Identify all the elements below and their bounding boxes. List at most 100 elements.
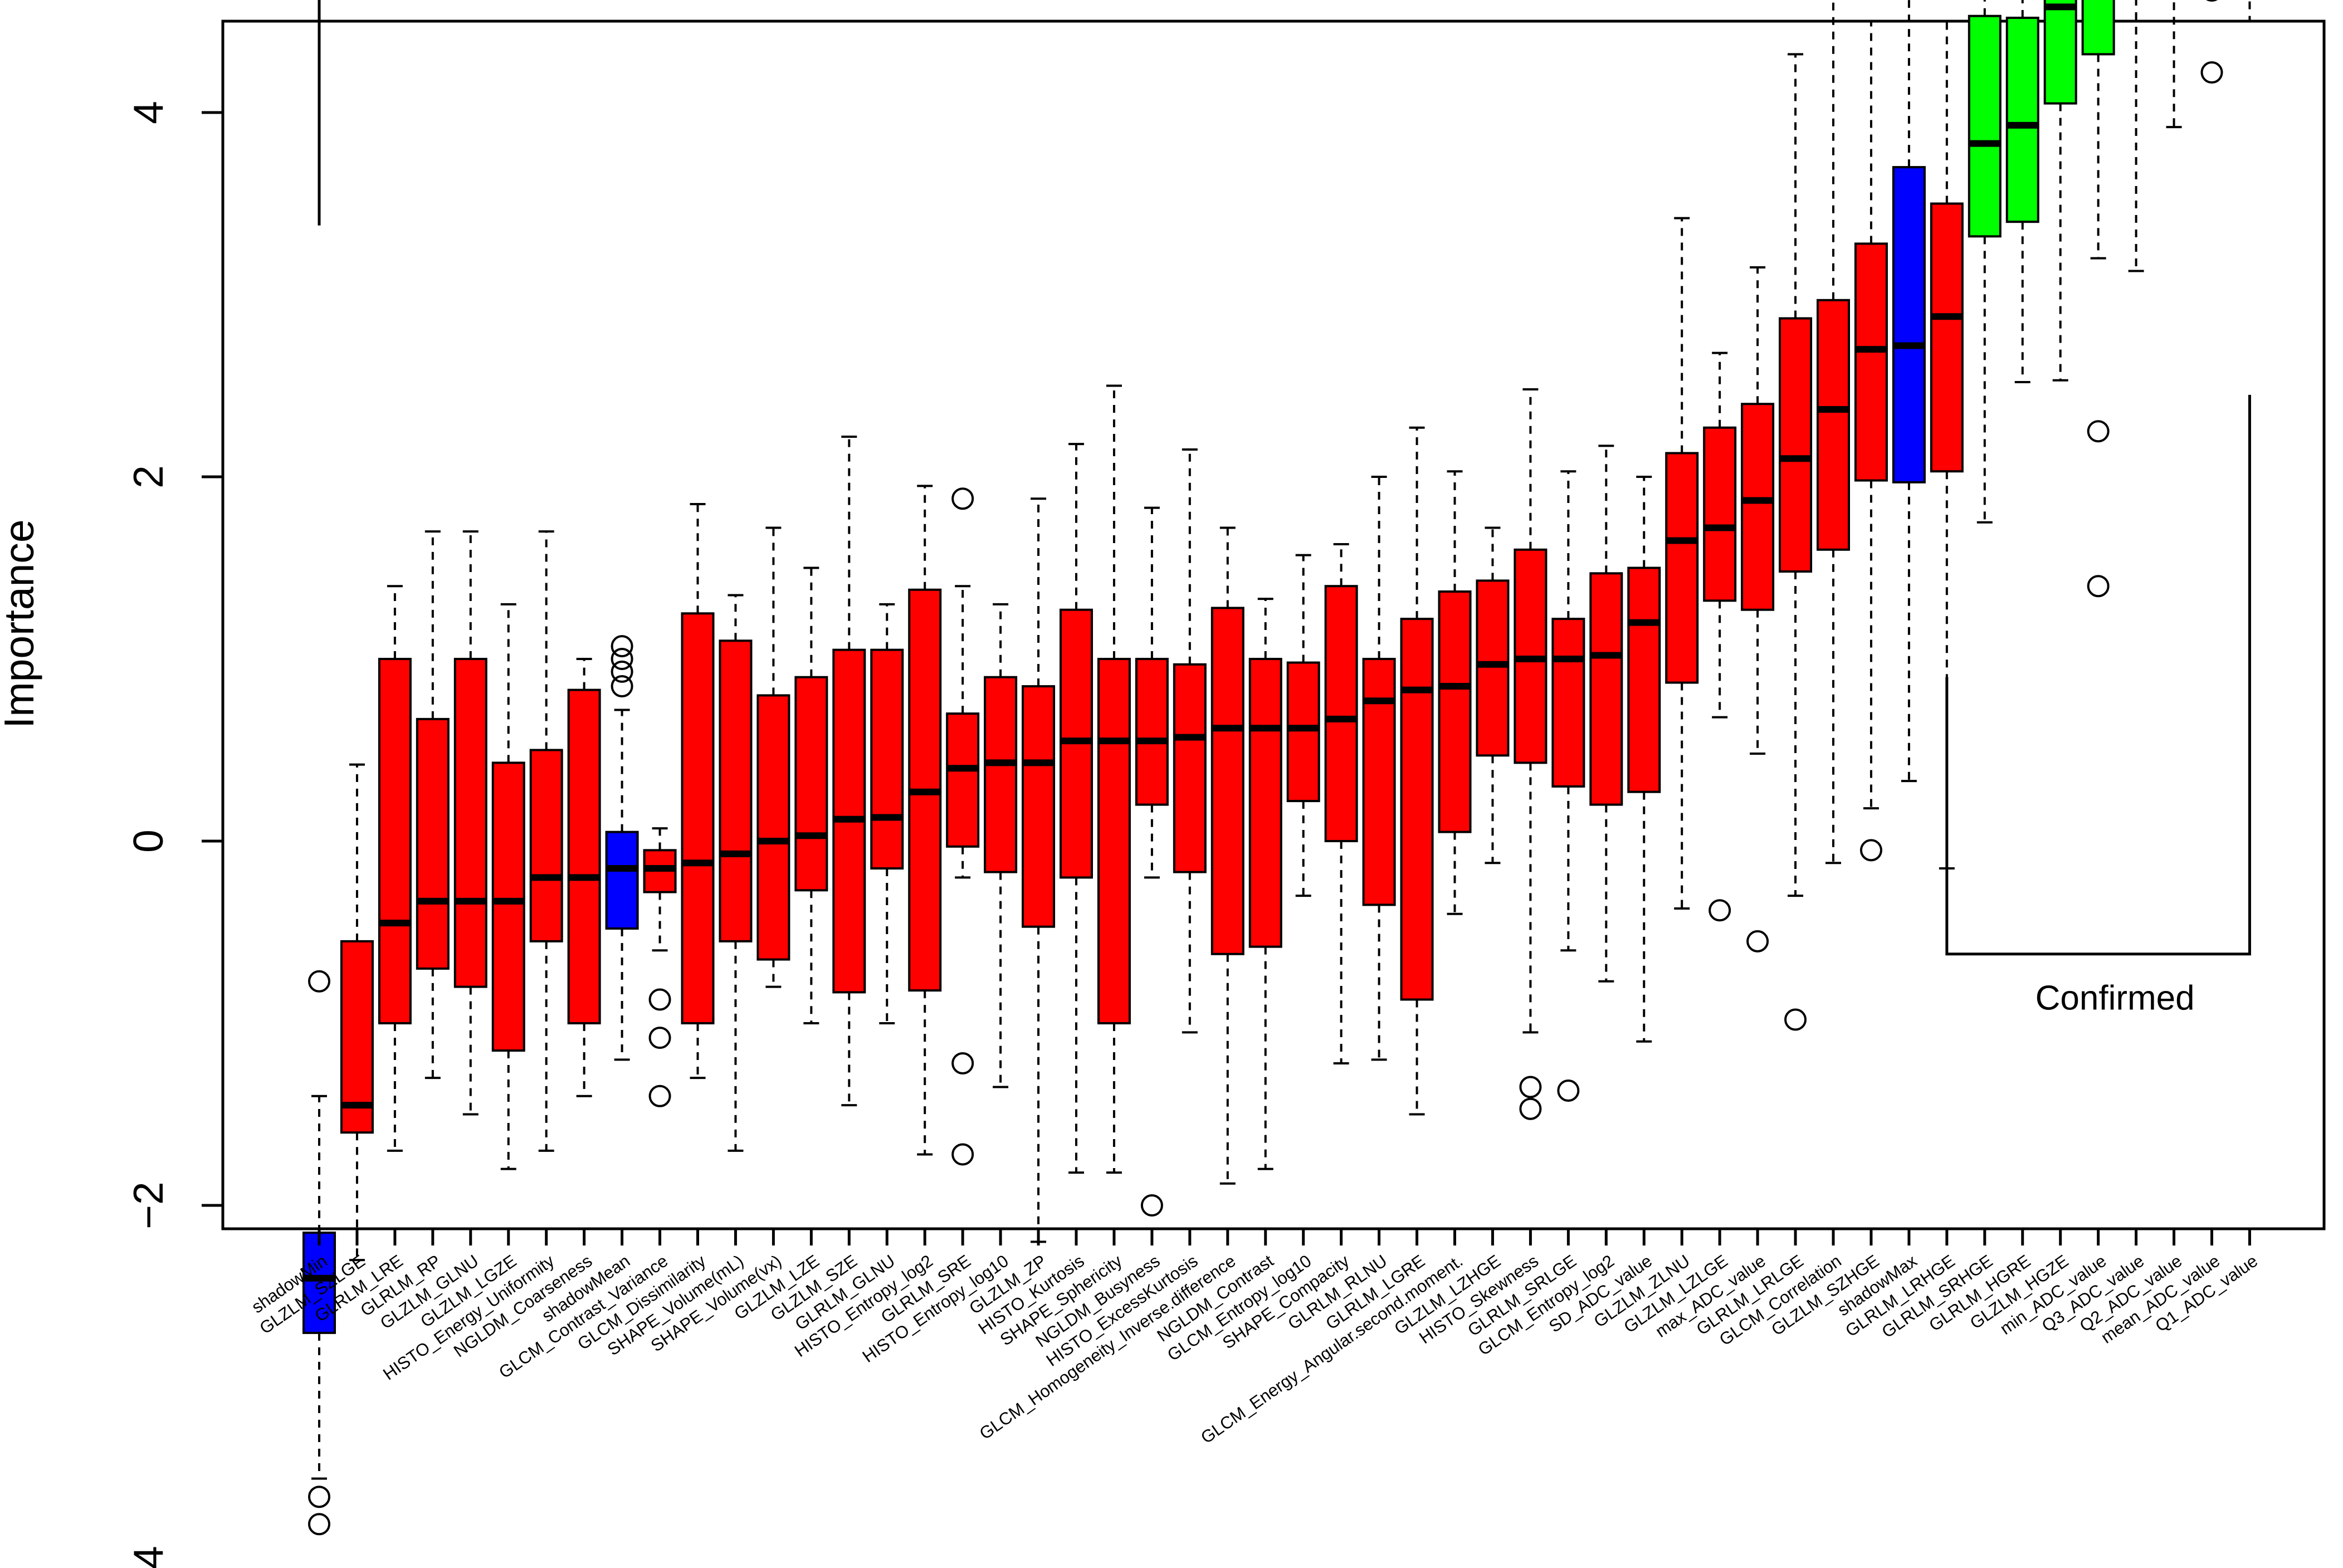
- box-body: [340, 940, 374, 1134]
- box-body: [2081, 0, 2115, 56]
- box-shadow: [302, 970, 336, 1536]
- box-rejected: [1210, 526, 1244, 1185]
- box-body: [870, 648, 904, 870]
- box-rejected: [832, 436, 866, 1107]
- box-rejected: [529, 530, 563, 1152]
- outlier-point: [951, 1143, 974, 1166]
- box-body: [1324, 585, 1358, 842]
- confirmed-label: Confirmed: [2036, 979, 2195, 1018]
- outlier-point: [1746, 930, 1769, 952]
- box-body: [1779, 317, 1813, 573]
- box-rejected: [1627, 476, 1661, 1043]
- box-body: [1589, 572, 1623, 806]
- box-body: [1210, 607, 1244, 955]
- outlier-point: [308, 970, 330, 993]
- box-body: [1286, 661, 1320, 803]
- box-rejected: [1930, 20, 1964, 870]
- box-body: [1968, 14, 2002, 238]
- box-body: [1551, 618, 1585, 788]
- box-body: [529, 749, 563, 942]
- box-body: [1362, 658, 1396, 906]
- box-rejected: [491, 603, 525, 1170]
- box-rejected: [794, 566, 828, 1024]
- box-body: [719, 639, 753, 942]
- box-body: [1930, 202, 1964, 473]
- outlier-point: [1709, 899, 1731, 922]
- box-body: [2005, 16, 2039, 223]
- box-body: [416, 717, 450, 970]
- box-rejected: [378, 585, 412, 1152]
- box-rejected: [870, 603, 904, 1024]
- y-axis: −4−202468: [125, 101, 224, 1568]
- box-rejected: [567, 658, 601, 1097]
- outlier-point: [951, 487, 974, 510]
- box-confirmed: [2043, 0, 2077, 382]
- box-body: [378, 658, 412, 1024]
- box-rejected: [1703, 351, 1737, 922]
- box-rejected: [1438, 470, 1472, 915]
- box-body: [1741, 403, 1775, 611]
- box-body: [1476, 579, 1510, 757]
- box-body: [1854, 242, 1888, 482]
- box-rejected: [719, 594, 753, 1152]
- box-body: [1135, 658, 1169, 806]
- outlier-point: [611, 635, 633, 658]
- outlier-point: [308, 1513, 330, 1536]
- box-body: [756, 694, 790, 961]
- box-rejected: [1817, 0, 1850, 864]
- y-tick-label: 4: [125, 101, 172, 124]
- y-tick-label: 0: [125, 829, 172, 853]
- box-rejected: [1097, 384, 1131, 1174]
- box-series: [302, 0, 2258, 1536]
- outlier-point: [611, 660, 633, 683]
- outlier-point: [2087, 575, 2110, 598]
- box-rejected: [1248, 598, 1282, 1170]
- box-rejected: [1362, 476, 1396, 1061]
- box-rejected: [1022, 497, 1056, 1243]
- box-confirmed: [2242, 0, 2258, 23]
- box-body: [453, 658, 487, 988]
- outlier-point: [2200, 61, 2223, 84]
- box-body: [605, 831, 639, 930]
- box-confirmed: [2166, 0, 2182, 129]
- outlier-point: [1140, 1194, 1163, 1217]
- box-body: [1022, 685, 1056, 928]
- confirmed-bracket: [1945, 394, 2251, 956]
- box-rejected: [1779, 53, 1813, 1031]
- box-rejected: [340, 763, 374, 1262]
- box-rejected: [416, 530, 450, 1079]
- box-body: [567, 688, 601, 1024]
- box-shadow: [1892, 0, 1926, 783]
- box-rejected: [1135, 506, 1169, 1217]
- box-confirmed: [1968, 0, 2002, 524]
- box-body: [681, 612, 715, 1024]
- box-body: [1703, 426, 1737, 602]
- outlier-point: [2087, 420, 2110, 443]
- box-confirmed: [2081, 0, 2115, 598]
- box-rejected: [681, 503, 715, 1079]
- box-rejected: [1665, 217, 1699, 910]
- y-tick-label: −4: [125, 1546, 172, 1568]
- outlier-point: [1519, 1097, 1542, 1120]
- box-rejected: [643, 827, 677, 1107]
- outlier-point: [2206, 0, 2218, 2]
- outlier-point: [1859, 839, 1882, 862]
- outlier-point: [308, 1486, 330, 1508]
- outlier-point: [1784, 1008, 1807, 1031]
- y-axis-label: Importance: [0, 519, 42, 728]
- box-body: [491, 761, 525, 1052]
- box-body: [1173, 663, 1207, 873]
- box-rejected: [1589, 444, 1623, 983]
- box-rejected: [1060, 443, 1093, 1174]
- box-body: [2043, 0, 2077, 105]
- box-body: [1665, 452, 1699, 684]
- box-confirmed: [2200, 0, 2223, 84]
- box-shadow: [605, 635, 639, 1061]
- box-body: [1627, 566, 1661, 793]
- outlier-point: [611, 675, 633, 698]
- box-body: [1817, 299, 1850, 551]
- box-rejected: [1551, 470, 1585, 1102]
- box-rejected: [908, 485, 942, 1156]
- outlier-point: [648, 1085, 671, 1107]
